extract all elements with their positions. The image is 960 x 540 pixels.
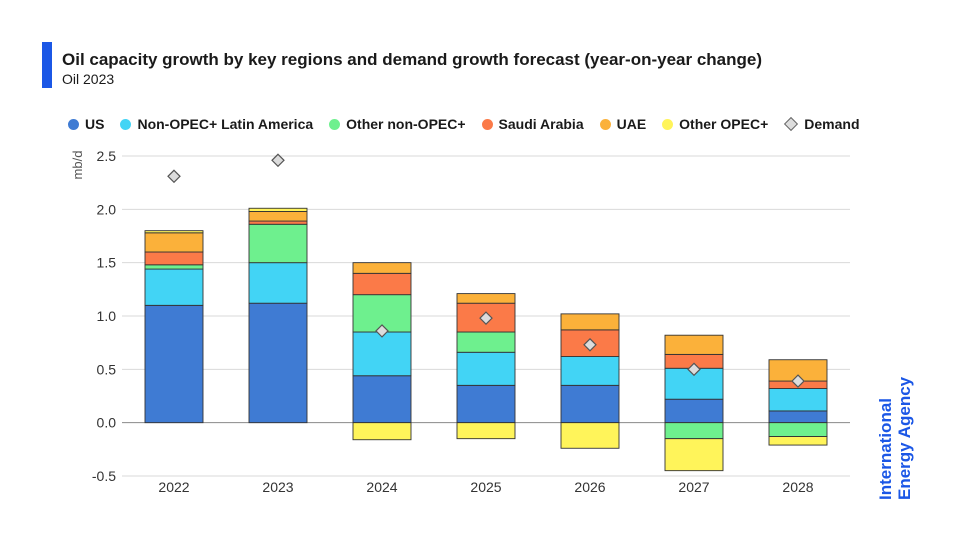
legend-item-demand: Demand <box>784 116 860 132</box>
demand-marker <box>479 311 493 325</box>
bar-segment <box>248 220 308 225</box>
bar-segment <box>456 293 516 304</box>
legend-item-saudi-arabia: Saudi Arabia <box>481 116 584 132</box>
bar-segment <box>144 304 204 424</box>
demand-marker <box>271 153 285 168</box>
legend-swatch <box>662 118 674 130</box>
bar-segment <box>248 262 308 304</box>
bar-segment <box>560 313 620 331</box>
legend-swatch <box>329 118 341 130</box>
y-tick-label: 0.5 <box>97 361 117 377</box>
bar-segment <box>456 331 516 353</box>
demand-marker <box>375 324 389 338</box>
title-accent-bar <box>42 42 52 88</box>
bar-segment <box>456 384 516 424</box>
bar-segment <box>768 388 828 412</box>
bar-segment <box>664 438 724 472</box>
bar-segment <box>352 375 412 424</box>
bar-segment <box>248 211 308 222</box>
legend-label: Non-OPEC+ Latin America <box>137 116 314 132</box>
bar-segment <box>352 422 412 441</box>
bar-segment <box>352 331 412 377</box>
bar-segment <box>352 262 412 274</box>
x-tick-label: 2028 <box>782 479 813 495</box>
bar-segment <box>248 302 308 424</box>
x-tick-label: 2027 <box>678 479 709 495</box>
bar-segment <box>664 422 724 440</box>
bar-segment <box>456 422 516 440</box>
bar-segment <box>248 207 308 212</box>
legend-item-uae: UAE <box>599 116 647 132</box>
bar-segment <box>768 422 828 437</box>
legend-item-other-non-opec-: Other non-OPEC+ <box>329 116 466 132</box>
legend-label: Other OPEC+ <box>679 116 769 132</box>
demand-marker <box>791 374 805 388</box>
legend-item-us: US <box>68 116 104 132</box>
y-axis-label: mb/d <box>70 151 85 180</box>
legend-swatch <box>481 118 493 130</box>
legend-label: Demand <box>804 116 860 132</box>
iea-brand: International Energy Agency <box>876 377 914 500</box>
bar-segment <box>144 268 204 306</box>
demand-marker <box>687 362 701 377</box>
bar-segment <box>144 230 204 234</box>
bar-segment <box>144 264 204 270</box>
chart-title: Oil capacity growth by key regions and d… <box>62 50 763 69</box>
legend-label: UAE <box>616 116 647 132</box>
x-tick-label: 2026 <box>574 479 605 495</box>
brand-line1: International <box>876 397 895 500</box>
x-tick-label: 2022 <box>158 479 189 495</box>
bar-segment <box>144 251 204 266</box>
y-tick-label: 0.0 <box>97 415 117 431</box>
bar-segment <box>560 356 620 386</box>
bar-segment <box>768 436 828 446</box>
x-tick-label: 2023 <box>262 479 293 495</box>
legend: US Non-OPEC+ Latin America Other non-OPEC+… <box>68 116 860 132</box>
legend-item-non-opec-latin-america: Non-OPEC+ Latin America <box>120 116 313 132</box>
bar-segment <box>560 384 620 424</box>
x-tick-label: 2024 <box>366 479 397 495</box>
y-tick-label: 2.0 <box>97 201 117 217</box>
demand-marker <box>583 337 597 352</box>
x-tick-label: 2025 <box>470 479 501 495</box>
brand-line2: Energy Agency <box>895 376 914 500</box>
legend-label: Saudi Arabia <box>498 116 584 132</box>
legend-swatch <box>120 118 132 130</box>
legend-swatch <box>599 118 611 130</box>
legend-item-other-opec-: Other OPEC+ <box>662 116 768 132</box>
bar-segment <box>456 351 516 386</box>
bar-segment <box>768 410 828 424</box>
legend-label: Other non-OPEC+ <box>346 116 466 132</box>
bar-segment <box>248 223 308 264</box>
bar-segment <box>144 232 204 253</box>
y-tick-label: 1.0 <box>97 308 117 324</box>
bar-segment <box>560 422 620 449</box>
bar-segment <box>352 272 412 296</box>
y-tick-label: 1.5 <box>97 255 117 271</box>
demand-marker <box>167 169 181 184</box>
bar-segment <box>664 334 724 355</box>
legend-swatch <box>68 118 79 130</box>
bar-segment <box>664 398 724 424</box>
chart-subtitle: Oil 2023 <box>62 71 115 87</box>
y-tick-label: 2.5 <box>97 148 117 164</box>
y-tick-label: -0.5 <box>92 468 116 484</box>
legend-label: US <box>85 116 105 132</box>
